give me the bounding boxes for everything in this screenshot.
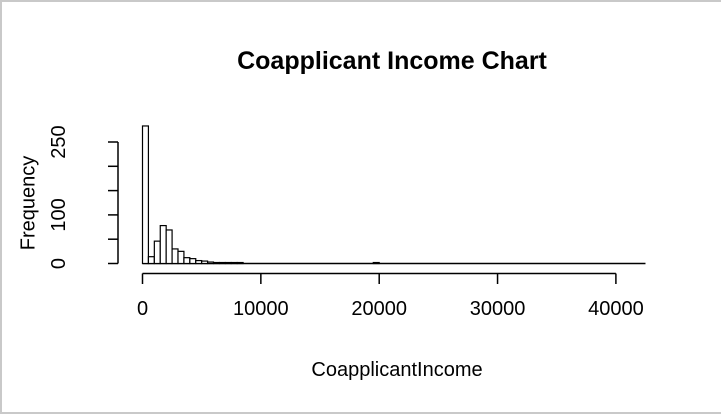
- histogram-bar: [201, 260, 209, 265]
- x-tick-label: 20000: [351, 298, 407, 320]
- histogram-bar: [236, 261, 244, 265]
- y-tick-label: 0: [48, 258, 70, 269]
- x-tick-label: 30000: [470, 298, 526, 320]
- histogram-bar: [141, 125, 150, 265]
- x-tick-label: 10000: [233, 298, 289, 320]
- histogram-bar: [195, 259, 203, 265]
- x-axis-title: CoapplicantIncome: [311, 359, 483, 381]
- histogram-bar: [206, 261, 215, 265]
- histogram-bar: [147, 256, 155, 265]
- y-axis-title-text: Frequency: [17, 155, 40, 251]
- histogram-bar: [153, 240, 161, 265]
- histogram-bar: [230, 261, 238, 265]
- histogram-bar: [212, 261, 221, 265]
- histogram-bar: [372, 261, 380, 265]
- histogram-bar: [171, 248, 179, 265]
- x-tick-label: 0: [137, 298, 148, 320]
- y-tick-label: 250: [48, 125, 70, 158]
- chart-title: Coapplicant Income Chart: [237, 47, 547, 75]
- histogram-bar: [183, 257, 191, 265]
- histogram-bar: [177, 250, 185, 265]
- histogram-bar: [218, 261, 226, 265]
- histogram-bar: [165, 229, 173, 265]
- y-tick-label: 100: [48, 198, 70, 231]
- histogram-bar: [189, 258, 197, 265]
- x-tick-label: 40000: [588, 298, 644, 320]
- histogram-bar: [159, 224, 167, 265]
- histogram-bar: [224, 261, 232, 265]
